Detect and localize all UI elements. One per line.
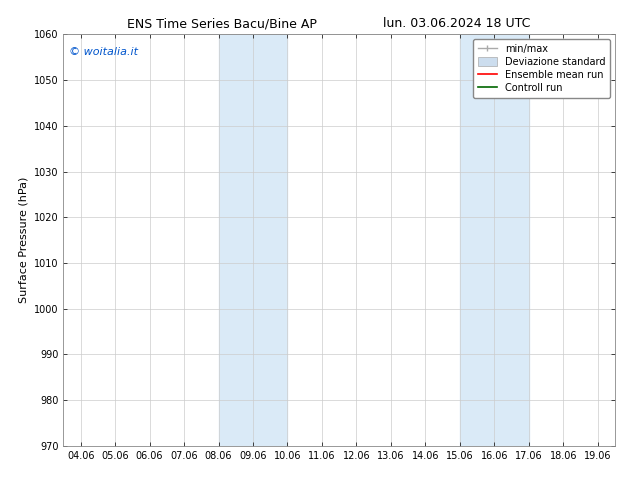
- Bar: [460, 34, 529, 446]
- Text: © woitalia.it: © woitalia.it: [69, 47, 138, 57]
- Legend: min/max, Deviazione standard, Ensemble mean run, Controll run: min/max, Deviazione standard, Ensemble m…: [473, 39, 610, 98]
- Bar: [219, 34, 287, 446]
- Y-axis label: Surface Pressure (hPa): Surface Pressure (hPa): [18, 177, 29, 303]
- Text: ENS Time Series Bacu/Bine AP: ENS Time Series Bacu/Bine AP: [127, 17, 317, 30]
- Text: lun. 03.06.2024 18 UTC: lun. 03.06.2024 18 UTC: [383, 17, 530, 30]
